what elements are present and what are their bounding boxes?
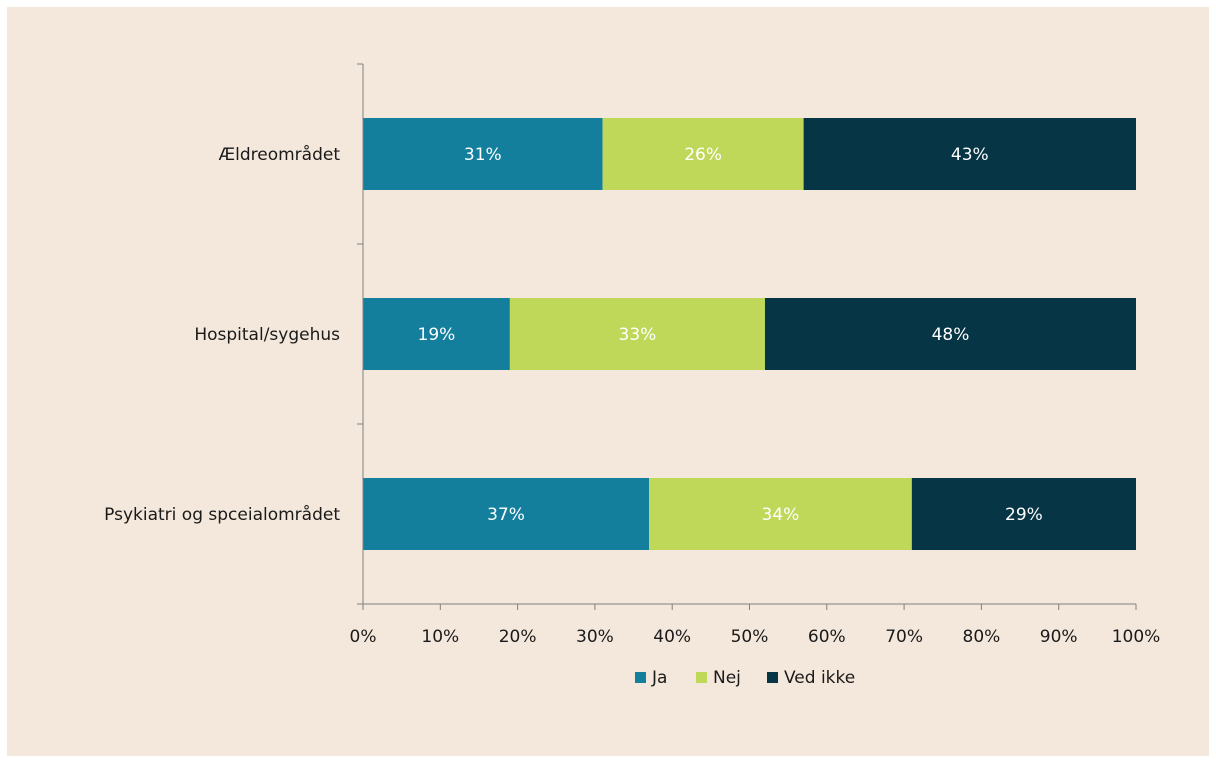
legend-swatch [696,672,707,683]
data-label: 43% [951,145,989,165]
data-label: 26% [684,145,722,165]
bar-segment [363,298,510,370]
category-label: Psykiatri og spceialområdet [104,504,340,525]
legend-swatch [635,672,646,683]
category-label: Ældreområdet [219,144,341,165]
data-label: 19% [418,325,456,345]
data-label: 37% [487,505,525,525]
stacked-bar-chart: 31% 26% 43% Ældreområdet 19% 33% 48% Hospital/s… [104,63,1161,688]
x-tick-label: 80% [963,627,1001,647]
data-label: 29% [1005,505,1043,525]
bar-segment [764,298,1136,370]
bar-segment [649,478,912,550]
x-tick-label: 70% [885,627,923,647]
x-tick-label: 20% [499,627,537,647]
legend-label: Ja [651,668,667,688]
legend-label: Nej [713,668,741,688]
x-tick-label: 50% [731,627,769,647]
bar-segment [363,478,650,550]
x-tick-label: 10% [421,627,459,647]
x-tick-label: 100% [1112,627,1161,647]
category-label: Hospital/sygehus [194,325,340,345]
chart-panel: 31% 26% 43% Ældreområdet 19% 33% 48% Hospital/s… [7,7,1209,756]
x-tick-label: 0% [350,627,377,647]
x-tick-label: 90% [1040,627,1078,647]
data-label: 33% [619,325,657,345]
bar-segment [363,118,603,190]
bar-segment [803,118,1136,190]
data-label: 48% [932,325,970,345]
x-tick-label: 30% [576,627,614,647]
bar-segment [911,478,1136,550]
bar-segment [602,118,804,190]
data-label: 34% [762,505,800,525]
bar-segment [509,298,765,370]
data-label: 31% [464,145,502,165]
x-tick-label: 60% [808,627,846,647]
x-tick-label: 40% [653,627,691,647]
legend-swatch [767,672,778,683]
legend-label: Ved ikke [784,668,855,688]
